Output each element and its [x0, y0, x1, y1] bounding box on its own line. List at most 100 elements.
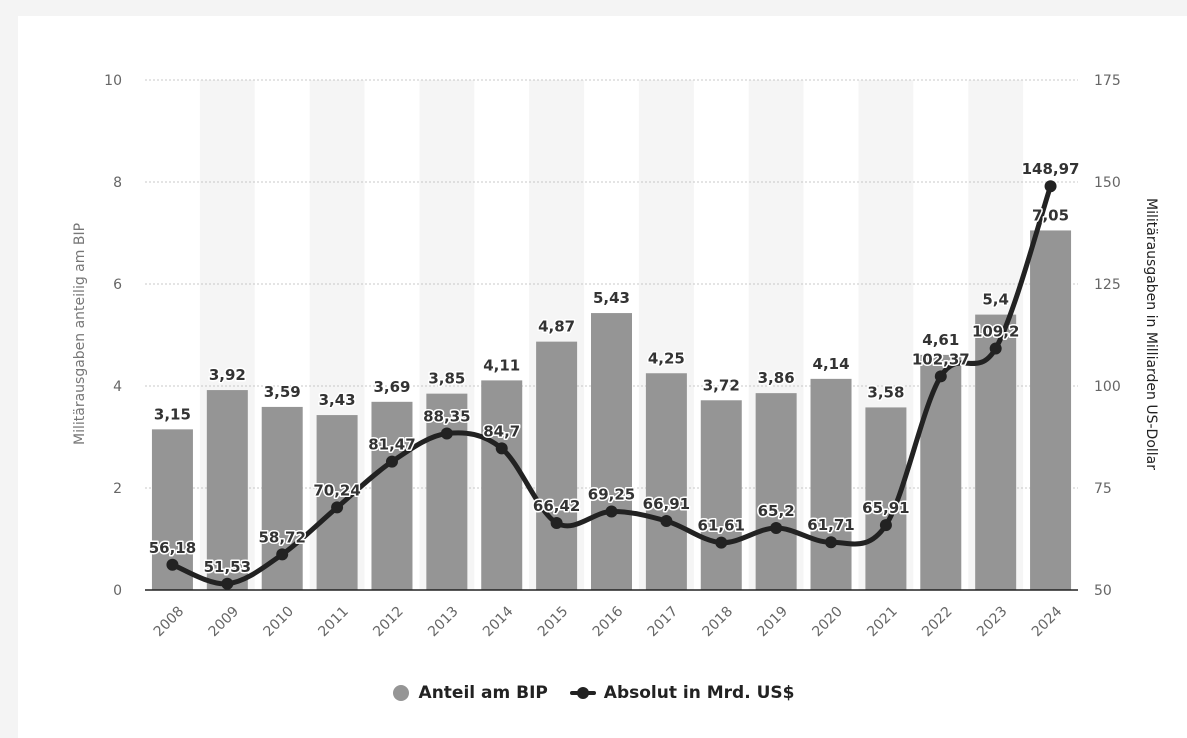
bar-data-label: 3,15 — [154, 405, 191, 423]
bar-data-label: 4,61 — [922, 331, 959, 349]
y-axis-left-title: Militärausgaben anteilig am BIP — [72, 223, 88, 445]
y-right-tick-label: 125 — [1094, 277, 1121, 293]
legend-label: Absolut in Mrd. US$ — [603, 683, 795, 703]
bar — [206, 390, 248, 590]
bar-data-label: 5,4 — [982, 291, 1009, 309]
y-right-tick-label: 150 — [1094, 175, 1121, 191]
x-tick-label: 2014 — [480, 603, 517, 640]
bar-data-label: 4,14 — [813, 355, 850, 373]
bar — [481, 380, 523, 590]
y-left-tick-label: 4 — [113, 379, 122, 395]
line-point — [440, 427, 453, 440]
y-left-tick-label: 6 — [113, 277, 122, 293]
y-left-tick-label: 8 — [113, 175, 122, 191]
line-point — [276, 548, 289, 561]
line-point — [715, 536, 728, 549]
bar — [1030, 230, 1072, 590]
line-point — [1044, 180, 1057, 193]
y-left-tick-label: 2 — [113, 481, 122, 497]
x-tick-label: 2019 — [754, 604, 791, 641]
line-point — [989, 342, 1002, 355]
legend: Anteil am BIP Absolut in Mrd. US$ — [0, 683, 1187, 706]
y-right-tick-label: 75 — [1094, 481, 1112, 497]
bar — [591, 313, 632, 590]
line-data-label: 88,35 — [423, 408, 470, 426]
legend-label: Anteil am BIP — [418, 683, 548, 703]
x-tick-label: 2024 — [1029, 603, 1066, 640]
y-right-tick-label: 175 — [1094, 73, 1121, 89]
line-series — [166, 180, 1057, 590]
x-tick-label: 2012 — [370, 604, 407, 641]
line-data-label: 109,2 — [972, 322, 1019, 340]
bar — [700, 400, 742, 590]
line-data-label: 70,24 — [313, 481, 360, 499]
line-point — [550, 517, 563, 530]
bar-data-label: 3,69 — [373, 378, 410, 396]
line-point — [660, 515, 673, 528]
line-data-label: 84,7 — [483, 422, 520, 440]
line-data-label: 65,91 — [862, 499, 909, 517]
legend-item-line[interactable]: Absolut in Mrd. US$ — [569, 683, 795, 703]
legend-swatch-line-icon — [569, 685, 596, 701]
x-tick-label: 2023 — [974, 604, 1011, 641]
line-point — [385, 455, 398, 468]
bar — [920, 354, 962, 590]
y-axis-right-title: Militärausgaben in Milliarden US-Dollar — [1143, 198, 1159, 470]
bar — [810, 378, 852, 590]
bar — [426, 393, 468, 590]
legend-item-bars[interactable]: Anteil am BIP — [392, 683, 548, 703]
bar — [755, 393, 797, 590]
x-tick-label: 2022 — [919, 604, 956, 641]
bar-data-label: 4,11 — [483, 356, 520, 374]
line-data-label: 61,71 — [807, 516, 854, 534]
line-point — [605, 505, 618, 518]
bar-data-label: 3,85 — [428, 370, 465, 388]
line-point — [770, 521, 783, 534]
line-data-label: 69,25 — [588, 485, 635, 503]
bar-data-label: 3,43 — [319, 391, 356, 409]
line-data-label: 66,91 — [643, 495, 690, 513]
line-point — [331, 501, 344, 514]
line-point — [495, 442, 508, 455]
x-tick-label: 2010 — [261, 604, 298, 641]
x-tick-label: 2021 — [864, 604, 901, 641]
line-data-label: 61,61 — [698, 517, 745, 535]
x-tick-label: 2017 — [645, 604, 682, 641]
line-data-label: 51,53 — [204, 558, 251, 576]
x-tick-label: 2016 — [590, 603, 627, 640]
bar-data-label: 5,43 — [593, 289, 630, 307]
bar — [371, 401, 413, 590]
bar — [645, 373, 687, 590]
line-data-label: 102,37 — [912, 350, 970, 368]
line-data-label: 148,97 — [1022, 160, 1080, 178]
bar-data-label: 3,58 — [867, 383, 904, 401]
line-point — [221, 577, 234, 590]
line-point — [879, 519, 892, 532]
x-tick-label: 2009 — [206, 604, 243, 641]
legend-swatch-circle-icon — [392, 685, 409, 701]
y-left-tick-label: 10 — [104, 73, 122, 89]
x-tick-label: 2018 — [700, 604, 737, 641]
line-point — [934, 370, 947, 383]
line-data-label: 66,42 — [533, 497, 580, 515]
line-data-label: 58,72 — [258, 528, 305, 546]
line-data-label: 65,2 — [758, 502, 795, 520]
y-right-tick-label: 50 — [1094, 583, 1112, 599]
x-tick-label: 2020 — [809, 604, 846, 641]
x-tick-label: 2015 — [535, 604, 572, 641]
line-data-label: 56,18 — [149, 539, 196, 557]
y-right-tick-label: 100 — [1094, 379, 1121, 395]
bar-data-label: 3,86 — [758, 369, 795, 387]
bar-data-label: 3,72 — [703, 376, 740, 394]
data-labels: 3,15 3,92 3,59 3,43 3,69 3,85 4,11 4,87 5,43 4,25… — [147, 159, 1081, 578]
bar — [536, 341, 578, 590]
line-point — [166, 558, 179, 571]
x-tick-label: 2008 — [151, 604, 188, 641]
line-data-label: 81,47 — [368, 436, 415, 454]
bar-data-label: 3,92 — [209, 366, 246, 384]
line-point — [825, 536, 838, 549]
bar-data-label: 3,59 — [264, 383, 301, 401]
bar — [975, 314, 1017, 590]
x-tick-label: 2011 — [315, 604, 352, 641]
